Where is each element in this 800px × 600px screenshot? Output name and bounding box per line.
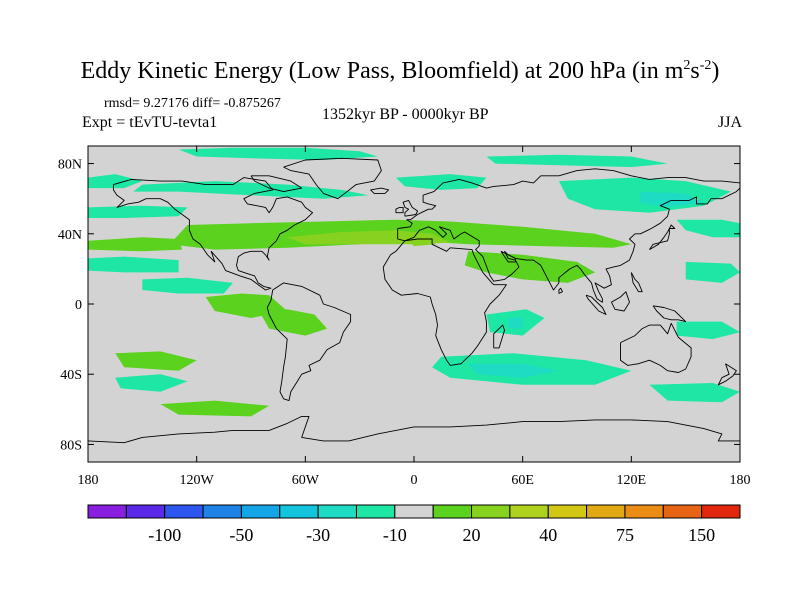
colorbar-swatch (279, 504, 319, 519)
lat-tick-label: 80S (60, 438, 82, 453)
coastline-greenland (283, 157, 382, 200)
coastline-new-zealand (717, 363, 737, 386)
field-region-south-pacific-ring (115, 374, 188, 392)
colorbar-label: 150 (688, 525, 715, 545)
field-region-arctic-atlantic (178, 147, 378, 160)
field-region-arctic-eurasia (486, 154, 668, 168)
lat-tick-label: 40N (58, 228, 82, 243)
colorbar-swatch (202, 504, 242, 519)
coastline-north-america (112, 177, 314, 291)
lat-tick-label: 80N (58, 158, 82, 173)
axis-ticks: 80N 40N 0 40S 80S 180 120W 60W 0 60E 120E 180 (58, 146, 751, 488)
field-region-n-pacific-strip (88, 205, 188, 218)
coastline-antarctica (88, 415, 740, 444)
coastline-eurasia (397, 168, 740, 303)
coastline-australia (620, 322, 692, 373)
colorbar-swatch (87, 504, 127, 519)
lon-tick-label: 60W (292, 473, 320, 488)
colorbar-label: 75 (616, 525, 634, 545)
field-layer (88, 147, 740, 417)
coastline-baffin (250, 175, 303, 193)
field-region-pacific-band-west (88, 237, 183, 252)
coastline-africa (382, 238, 507, 366)
field-region-tropical-pacific-east (142, 277, 233, 294)
experiment-label: Expt = tEvTU-tevta1 (82, 114, 218, 131)
field-region-antarctic-green (160, 400, 270, 417)
colorbar-swatch (125, 504, 166, 519)
colorbar-swatch (624, 504, 664, 519)
colorbar-swatch (394, 504, 434, 519)
coastline-iceland (370, 187, 390, 194)
coastline-layer (88, 157, 740, 444)
lon-tick-label: 60E (511, 473, 534, 488)
field-region-indian-ocean-core (508, 318, 523, 329)
colorbar-label: -10 (383, 525, 407, 545)
coastline-ireland (395, 206, 404, 214)
lat-tick-label: 0 (75, 298, 82, 313)
coastline-arabia-gulf (500, 250, 516, 263)
colorbar-label: 40 (539, 525, 557, 545)
field-region-n-america-ring (133, 181, 369, 199)
field-region-australia-ring (649, 383, 740, 403)
field-region-tropical-pacific-north (88, 256, 179, 273)
lon-tick-label: 120W (180, 473, 215, 488)
colorbar-label: -50 (229, 525, 253, 545)
colorbar-label: -30 (306, 525, 330, 545)
field-region-south-pacific-green (115, 351, 197, 371)
colorbar-swatch (317, 504, 357, 519)
lon-tick-label: 120E (617, 473, 647, 488)
colorbar: -100 -50 -30 -10 20 40 75 150 (87, 504, 741, 545)
coastline-south-america (266, 282, 352, 402)
field-region-siberia-core (640, 191, 704, 208)
coastline-sri-lanka (558, 287, 563, 294)
colorbar-swatch (662, 504, 703, 519)
period-label: 1352kyr BP - 0000kyr BP (322, 106, 489, 123)
lon-tick-label: 180 (730, 473, 751, 488)
stats-line: rmsd= 9.27176 diff= -0.875267 (104, 96, 281, 111)
coastline-britain (402, 199, 419, 217)
chart-title: Eddy Kinetic Energy (Low Pass, Bloomfiel… (80, 58, 720, 84)
colorbar-swatch (701, 504, 741, 519)
colorbar-swatch (509, 504, 549, 519)
colorbar-swatch (432, 504, 473, 519)
coastline-new-guinea (652, 305, 687, 323)
field-region-n-pacific-east (676, 219, 740, 238)
field-region-south-atlantic-core (468, 363, 559, 378)
coastline-japan (649, 224, 676, 250)
field-region-east-pacific-green (205, 293, 288, 318)
field-region-n-pacific-west (88, 174, 143, 189)
coastline-madagascar (493, 324, 506, 349)
colorbar-swatch (586, 504, 626, 519)
coastline-sumatra (585, 294, 607, 315)
colorbar-label: -100 (148, 525, 181, 545)
colorbar-label: 20 (463, 525, 481, 545)
colorbar-swatch (471, 504, 511, 519)
field-region-tropical-pacific-west (685, 261, 740, 283)
coastline-borneo (610, 291, 630, 312)
season-label: JJA (717, 114, 742, 131)
field-region-sw-pacific (676, 321, 740, 340)
colorbar-swatch (547, 504, 588, 519)
colorbar-swatch (240, 504, 281, 519)
field-region-scandinavia-ring (395, 174, 487, 190)
coastline-philippines (630, 272, 643, 293)
lat-tick-label: 40S (60, 368, 82, 383)
colorbar-swatch (164, 504, 204, 519)
colorbar-swatch (355, 504, 396, 519)
lon-tick-label: 180 (78, 473, 99, 488)
lon-tick-label: 0 (411, 473, 418, 488)
